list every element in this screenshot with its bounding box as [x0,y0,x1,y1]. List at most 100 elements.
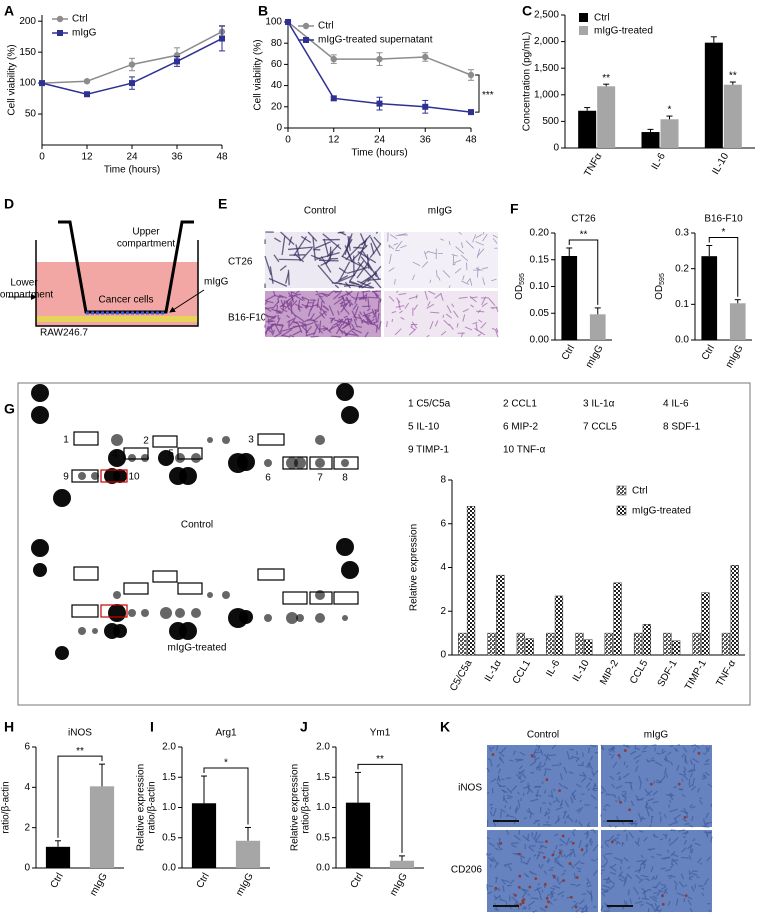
fiber [557,854,561,859]
spot-label: 3 [248,435,254,446]
bar [721,632,731,656]
fiber [278,294,288,299]
fiber [668,821,677,827]
fiber [600,905,604,911]
fiber [271,329,276,336]
fiber [342,299,352,308]
legend-swatch [616,485,627,496]
macrophage-layer [36,316,198,322]
fiber [602,854,608,862]
fiber [462,314,466,322]
spot-box [282,591,308,605]
fiber [399,310,403,314]
micrograph [601,745,712,827]
fiber [630,800,635,807]
fiber [559,762,562,766]
fiber [521,891,527,899]
y-tick-label: 0 [24,863,30,874]
fiber [626,873,633,880]
fiber [658,889,664,893]
stain-spot [534,877,538,881]
fiber [362,311,375,317]
fiber [541,781,544,785]
fiber [637,812,642,821]
fiber [451,303,455,308]
y-tick-label: 1.0 [162,802,176,813]
y-tick-label: 1,500 [534,63,559,74]
legend-label: mIgG-treated [594,26,653,37]
fiber [472,321,478,325]
x-tick-label: SDF-1 [656,658,680,689]
significance: ** [376,754,384,765]
fiber [440,238,445,241]
fiber [341,295,346,306]
fiber [492,238,498,244]
fiber [543,789,547,794]
fiber [576,751,579,756]
fiber [480,331,486,336]
fiber [352,303,358,311]
fiber [345,332,357,336]
fiber [513,834,521,841]
fiber [302,318,312,323]
fiber [469,277,473,286]
fiber [690,785,696,791]
fiber [634,794,640,800]
significance-bracket [57,755,103,838]
fiber [434,320,439,327]
stain-spots [617,749,701,819]
blot-spot [141,609,149,617]
fiber [488,297,496,306]
fiber [391,310,397,314]
fiber [493,821,497,827]
fiber [652,886,658,889]
fiber [680,856,689,859]
fiber [593,770,599,776]
fiber [495,327,499,333]
stain-spot [558,851,562,855]
fiber [653,892,658,894]
fiber [280,307,288,313]
fiber [493,894,498,900]
blot-spot [296,614,304,622]
fiber [440,330,447,336]
fiber [490,746,495,750]
blot-spot [141,454,149,462]
treatment-arrow [169,289,205,313]
fiber [688,824,694,828]
fiber [641,887,647,893]
y-tick-label: 0.5 [162,832,176,843]
y-axis-label: OD595 [654,273,666,300]
fiber [372,315,376,319]
bar [641,132,660,148]
fiber [264,306,272,312]
y-axis-label: OD595 [514,273,526,300]
fiber [276,317,281,325]
spot-label: 6 [265,473,271,484]
stain-spot [649,782,653,786]
fiber [606,804,611,807]
fiber [613,857,623,862]
y-axis-label: Cell viability (%) [7,44,18,115]
blot-label: Control [181,520,213,531]
fiber [667,751,672,756]
fiber [494,862,500,869]
fiber [563,785,569,790]
fiber [506,829,510,836]
fiber [334,274,356,285]
fiber [689,907,693,913]
blot-spot [78,627,86,635]
fiber [311,319,318,323]
y-tick-label: 2.0 [162,742,176,753]
blot-spot [128,609,136,617]
fiber [514,805,518,813]
x-tick-label: IL-1α [483,658,504,684]
fiber [279,265,287,272]
chart-title: iNOS [68,728,92,739]
fiber [386,321,388,328]
significance-bracket [475,74,480,113]
fiber [668,842,673,846]
legend-label: Ctrl [632,486,648,497]
bar [389,860,415,868]
